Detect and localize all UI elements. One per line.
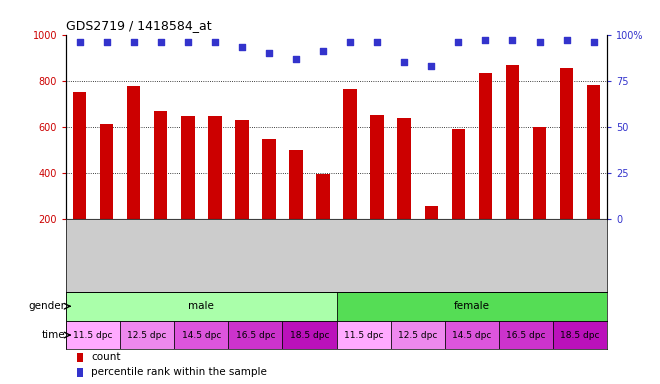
Text: count: count xyxy=(92,352,121,362)
Text: 16.5 dpc: 16.5 dpc xyxy=(236,331,275,339)
Point xyxy=(290,55,301,61)
Text: 16.5 dpc: 16.5 dpc xyxy=(506,331,546,339)
Text: 11.5 dpc: 11.5 dpc xyxy=(73,331,113,339)
Bar xyxy=(289,151,303,219)
Bar xyxy=(127,86,141,219)
Point xyxy=(74,39,84,45)
Text: 18.5 dpc: 18.5 dpc xyxy=(290,331,329,339)
Point xyxy=(102,39,112,45)
Bar xyxy=(181,116,195,219)
Bar xyxy=(478,73,492,219)
Text: 12.5 dpc: 12.5 dpc xyxy=(398,331,438,339)
Bar xyxy=(120,321,174,349)
Point xyxy=(426,63,437,69)
Bar xyxy=(499,321,553,349)
Bar xyxy=(316,174,330,219)
Point xyxy=(399,59,409,65)
Point xyxy=(535,39,545,45)
Bar xyxy=(397,118,411,219)
Point xyxy=(507,37,517,43)
Text: 11.5 dpc: 11.5 dpc xyxy=(344,331,383,339)
Point xyxy=(480,37,491,43)
Bar xyxy=(154,111,168,219)
Bar xyxy=(445,321,499,349)
Bar xyxy=(66,292,337,321)
Bar xyxy=(424,205,438,219)
Bar xyxy=(66,321,120,349)
Text: 18.5 dpc: 18.5 dpc xyxy=(560,331,600,339)
Point xyxy=(128,39,139,45)
Bar xyxy=(553,321,607,349)
Text: 14.5 dpc: 14.5 dpc xyxy=(452,331,492,339)
Bar xyxy=(337,292,607,321)
Bar xyxy=(262,139,276,219)
Text: percentile rank within the sample: percentile rank within the sample xyxy=(92,367,267,377)
Text: male: male xyxy=(188,301,215,311)
Bar xyxy=(208,116,222,219)
Text: 12.5 dpc: 12.5 dpc xyxy=(127,331,167,339)
Bar xyxy=(533,127,546,219)
Bar xyxy=(506,65,519,219)
Point xyxy=(589,39,599,45)
Point xyxy=(237,45,248,51)
Bar xyxy=(73,92,86,219)
Bar xyxy=(370,114,384,219)
Point xyxy=(453,39,463,45)
Point xyxy=(182,39,193,45)
Point xyxy=(156,39,166,45)
Bar xyxy=(391,321,445,349)
Bar xyxy=(77,368,83,377)
Text: female: female xyxy=(454,301,490,311)
Bar xyxy=(228,321,282,349)
Point xyxy=(264,50,275,56)
Point xyxy=(210,39,220,45)
Text: time: time xyxy=(42,330,65,340)
Text: GDS2719 / 1418584_at: GDS2719 / 1418584_at xyxy=(66,19,212,32)
Bar xyxy=(77,353,83,362)
Text: 14.5 dpc: 14.5 dpc xyxy=(182,331,221,339)
Bar xyxy=(560,68,574,219)
Bar xyxy=(451,129,465,219)
Point xyxy=(318,48,329,54)
Bar xyxy=(337,321,391,349)
Text: gender: gender xyxy=(28,301,65,311)
Bar xyxy=(235,120,249,219)
Bar xyxy=(174,321,228,349)
Bar xyxy=(100,124,114,219)
Bar xyxy=(282,321,337,349)
Point xyxy=(561,37,572,43)
Point xyxy=(372,39,383,45)
Bar xyxy=(587,85,601,219)
Point xyxy=(345,39,355,45)
Bar xyxy=(343,89,357,219)
